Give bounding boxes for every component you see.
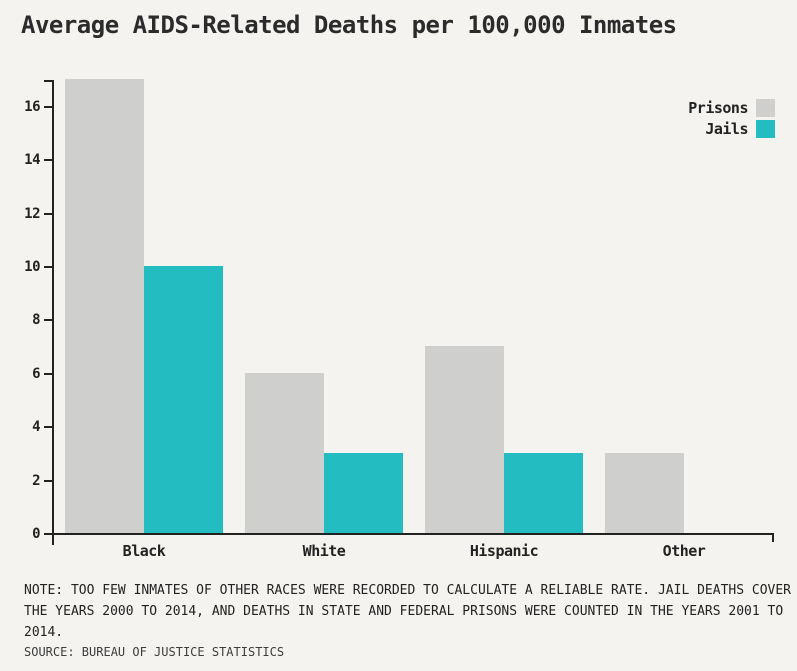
bar-group-black — [54, 79, 234, 533]
y-tick-mark — [44, 319, 52, 322]
y-tick-mark — [44, 159, 52, 162]
bar-jails-white — [324, 453, 403, 533]
legend-swatch-prisons — [756, 99, 775, 117]
y-tick-mark — [44, 265, 52, 268]
bar-prisons-hispanic — [425, 346, 504, 533]
bars-container — [54, 79, 774, 533]
bar-jails-hispanic — [504, 453, 583, 533]
bar-prisons-other — [605, 453, 684, 533]
y-tick-label: 8 — [32, 312, 40, 329]
bar-group-white — [234, 79, 414, 533]
legend-label: Prisons — [688, 99, 748, 117]
category-label-black: Black — [122, 542, 166, 560]
y-tick-mark — [44, 372, 52, 375]
y-tick-label: 16 — [24, 98, 40, 115]
legend-label: Jails — [705, 120, 748, 138]
y-tick-label: 0 — [32, 526, 40, 542]
legend-item-jails: Jails — [705, 120, 775, 138]
y-tick-mark — [44, 105, 52, 108]
y-tick-label: 14 — [24, 152, 40, 169]
y-axis-line — [52, 80, 54, 545]
category-label-hispanic: Hispanic — [469, 542, 539, 560]
x-axis-labels: Black White Hispanic Other — [54, 541, 774, 561]
legend-swatch-jails — [756, 120, 775, 138]
source-text: SOURCE: BUREAU OF JUSTICE STATISTICS — [24, 645, 285, 659]
x-axis-end-tick — [772, 535, 774, 542]
y-tick-label: 12 — [24, 205, 40, 222]
y-tick-label: 2 — [32, 472, 40, 489]
category-label-white: White — [302, 542, 346, 560]
bar-jails-black — [144, 266, 223, 533]
y-tick-mark — [44, 426, 52, 429]
bar-group-other — [594, 79, 774, 533]
y-tick-label: 10 — [24, 258, 40, 275]
legend-item-prisons: Prisons — [688, 99, 775, 117]
y-tick-mark — [44, 212, 52, 215]
category-label-other: Other — [662, 542, 706, 560]
note-text: NOTE: TOO FEW INMATES OF OTHER RACES WER… — [24, 583, 792, 640]
bar-prisons-black — [65, 79, 144, 533]
y-tick-mark — [44, 479, 52, 482]
y-axis-top-cap — [44, 80, 52, 82]
bar-group-hispanic — [414, 79, 594, 533]
y-tick-label: 6 — [32, 365, 40, 382]
legend: Prisons Jails — [688, 99, 775, 138]
bar-prisons-white — [245, 373, 324, 533]
x-axis-line — [44, 533, 774, 535]
y-tick-label: 4 — [32, 419, 40, 436]
chart-title: Average AIDS-Related Deaths per 100,000 … — [21, 11, 677, 39]
